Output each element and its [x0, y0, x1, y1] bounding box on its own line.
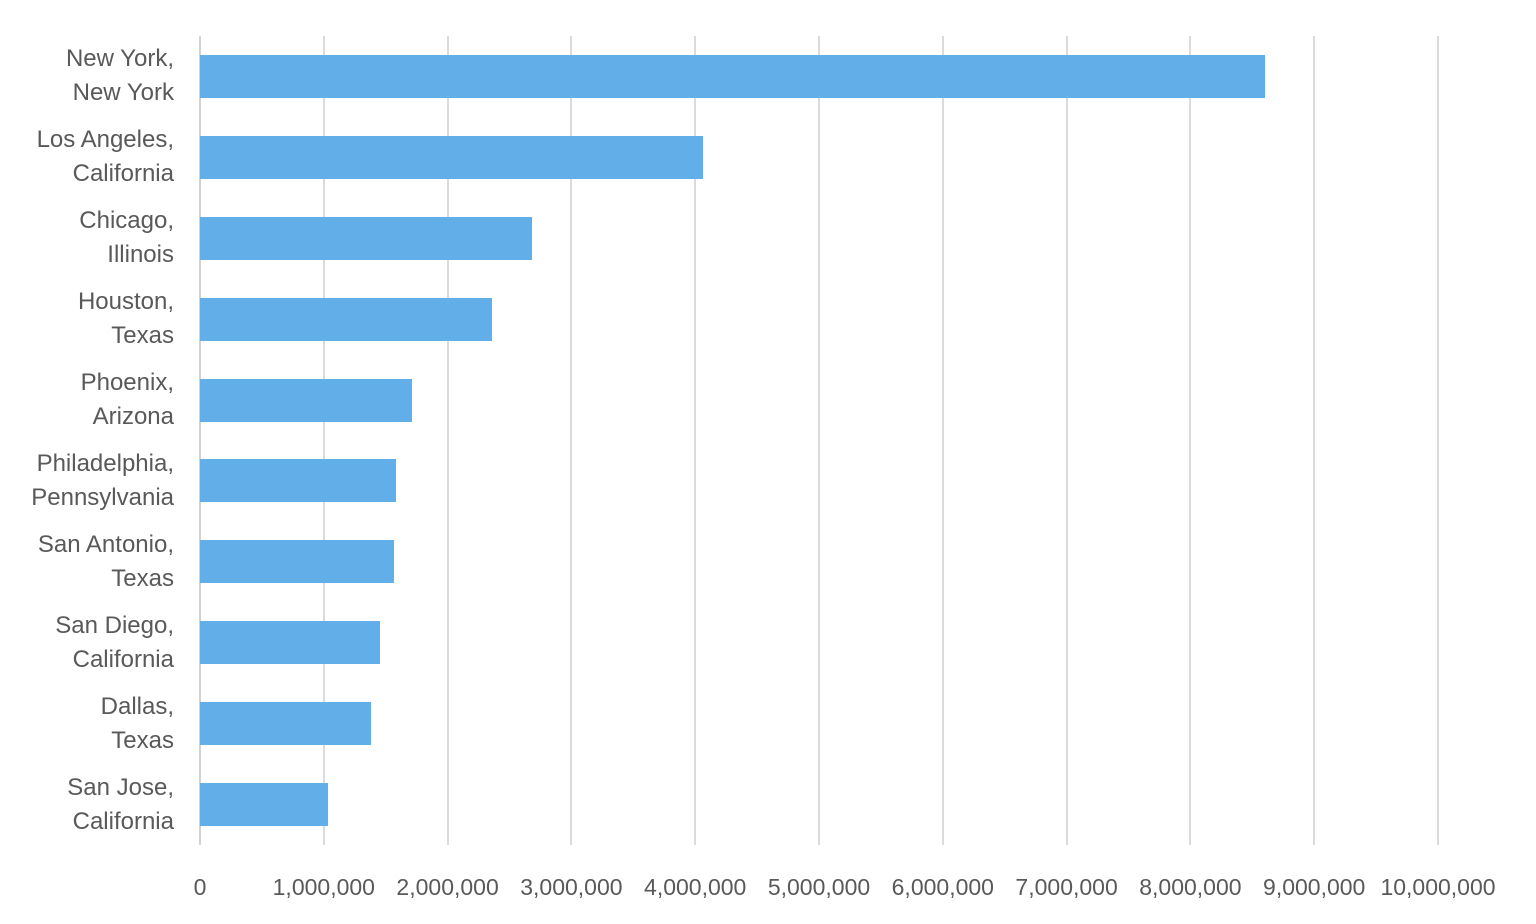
category-label-line: Chicago, [79, 207, 174, 235]
category-label-line: Pennsylvania [31, 483, 174, 511]
category-label-line: Houston, [77, 288, 174, 316]
category-label-line: Illinois [107, 241, 174, 269]
category-label-line: Philadelphia, [36, 449, 174, 477]
x-axis-tick-label: 1,000,000 [272, 874, 375, 900]
bar-row [200, 683, 1438, 764]
category-label: Chicago, Illinois [0, 198, 174, 279]
category-label-line: Los Angeles, [36, 126, 174, 154]
bar-2 [200, 135, 703, 179]
category-label-line: Texas [111, 564, 174, 592]
bar-row [200, 198, 1438, 279]
x-axis-tick-label: 2,000,000 [396, 874, 499, 900]
gridline [1313, 36, 1316, 845]
category-label-line: San Antonio, [37, 530, 174, 558]
category-label-line: Phoenix, [80, 369, 174, 397]
x-axis-tick-label: 4,000,000 [644, 874, 747, 900]
category-label: Philadelphia, Pennsylvania [0, 441, 174, 522]
category-label-line: Texas [111, 322, 174, 350]
category-label-line: New York [72, 79, 174, 107]
bar-7 [200, 540, 395, 584]
bar-8 [200, 621, 380, 665]
gridline [818, 36, 820, 845]
bar-3 [200, 216, 532, 260]
gridline [1065, 36, 1068, 845]
category-label: San Jose, California [0, 764, 174, 845]
gridline [694, 36, 697, 845]
category-label: Phoenix, Arizona [0, 360, 174, 441]
gridline [1189, 36, 1192, 845]
x-axis-tick-label: 8,000,000 [1139, 874, 1242, 900]
bar-1 [200, 54, 1265, 98]
bar-row [200, 602, 1438, 683]
category-label-line: New York, [65, 45, 174, 73]
category-label-line: San Diego, [55, 611, 174, 639]
gridline [570, 36, 573, 845]
category-label-line: California [72, 645, 174, 673]
category-label: San Antonio, Texas [0, 521, 174, 602]
x-axis-tick-label: 7,000,000 [1015, 874, 1118, 900]
x-axis-tick-label: 0 [193, 874, 207, 900]
category-label-line: California [72, 807, 174, 835]
category-label: New York, New York [0, 36, 174, 117]
x-axis-tick-label: 9,000,000 [1263, 874, 1366, 900]
gridline [941, 36, 944, 845]
bar-9 [200, 702, 371, 746]
bar-10 [200, 783, 328, 827]
category-label: Dallas, Texas [0, 683, 174, 764]
gridline [1437, 36, 1439, 845]
bar-row [200, 279, 1438, 360]
x-axis-tick-label: 10,000,000 [1380, 874, 1496, 900]
plot-area [199, 36, 1439, 845]
x-axis-tick-label: 6,000,000 [891, 874, 994, 900]
category-label-line: California [72, 160, 174, 188]
category-label-line: Dallas, [100, 692, 174, 720]
gridline [322, 36, 325, 845]
category-label-line: Arizona [92, 403, 174, 431]
bar-4 [200, 297, 493, 341]
category-label: Los Angeles, California [0, 117, 174, 198]
category-label: San Diego, California [0, 602, 174, 683]
gridline [446, 36, 449, 845]
x-axis-tick-label: 5,000,000 [767, 874, 871, 900]
category-label-line: Texas [111, 726, 174, 754]
bar-row [200, 360, 1438, 441]
bar-row [200, 764, 1438, 845]
axis-line [199, 36, 201, 845]
bar-row [200, 441, 1438, 522]
category-label: Houston, Texas [0, 279, 174, 360]
category-label-line: San Jose, [67, 773, 174, 801]
bar-5 [200, 378, 412, 422]
bar-6 [200, 459, 396, 503]
bar-row [200, 117, 1438, 198]
x-axis-tick-label: 3,000,000 [520, 874, 623, 900]
bar-row [200, 36, 1438, 117]
bar-row [200, 521, 1438, 602]
